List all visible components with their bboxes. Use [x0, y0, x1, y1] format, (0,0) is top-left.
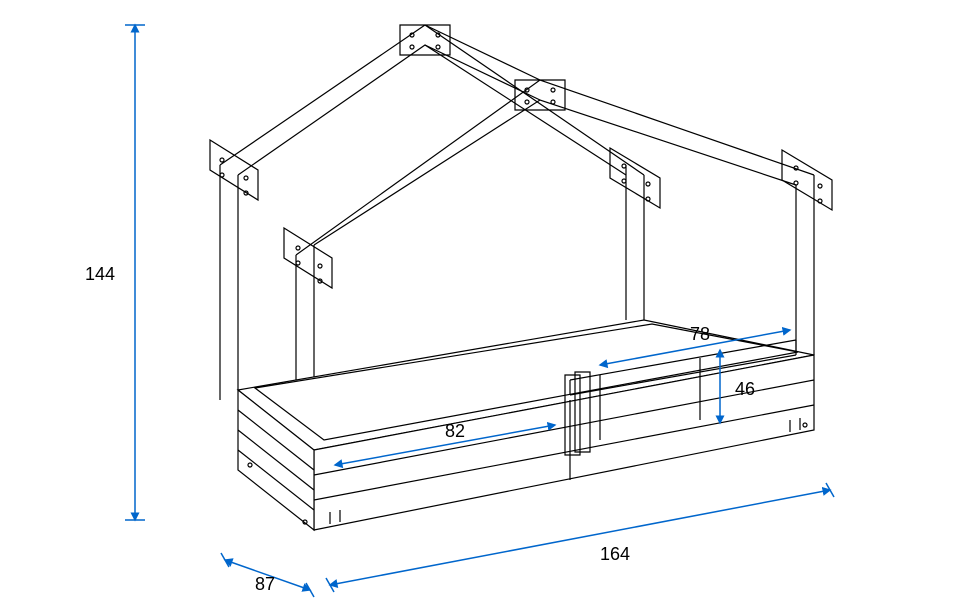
dim-drawer: 82: [445, 421, 465, 441]
dim-depth: 87: [255, 574, 275, 594]
dimension-arrows: [125, 25, 834, 597]
dim-height: 144: [85, 264, 115, 284]
dim-rail-height: 46: [735, 379, 755, 399]
bed-house-diagram: 144 87 164 82 78 46: [0, 0, 970, 600]
dim-width: 164: [600, 544, 630, 564]
dim-rail-width: 78: [690, 324, 710, 344]
bed-frame: [210, 25, 832, 530]
